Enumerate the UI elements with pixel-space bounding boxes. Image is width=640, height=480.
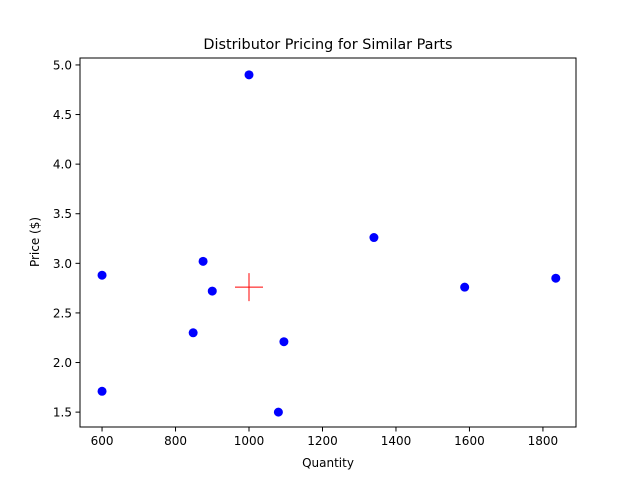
y-tick-label: 3.5 [53,207,72,221]
x-tick-label: 1000 [234,434,265,448]
plot-area [79,57,577,428]
data-point [551,273,561,283]
y-axis-label: Price ($) [28,217,42,267]
x-tick-label: 600 [91,434,114,448]
y-tick-label: 3.0 [53,257,72,271]
data-points [97,70,561,417]
data-point [460,282,470,292]
x-tick-label: 800 [164,434,187,448]
x-axis-label: Quantity [302,456,354,470]
chart-title: Distributor Pricing for Similar Parts [203,37,452,53]
y-tick-label: 5.0 [53,58,72,72]
data-point [188,328,198,338]
data-point [97,386,107,396]
data-point [198,256,208,266]
y-tick-label: 1.5 [53,406,72,420]
y-tick-label: 4.5 [53,108,72,122]
x-axis-ticks: 600 800 1000 1200 1400 1600 1800 [91,427,559,448]
data-point [279,337,289,347]
reference-marker [235,273,264,302]
y-axis-ticks: 1.5 2.0 2.5 3.0 3.5 4.0 4.5 5.0 [53,58,80,420]
data-point [207,286,217,296]
data-point [97,270,107,280]
x-tick-label: 1800 [528,434,559,448]
y-tick-label: 4.0 [53,158,72,172]
data-point [273,407,283,417]
x-tick-label: 1200 [307,434,338,448]
x-tick-label: 1600 [454,434,485,448]
y-tick-label: 2.5 [53,306,72,320]
y-tick-label: 2.0 [53,356,72,370]
plot-frame [79,57,577,428]
data-point [369,233,379,243]
data-point [244,70,254,80]
x-tick-label: 1400 [381,434,412,448]
